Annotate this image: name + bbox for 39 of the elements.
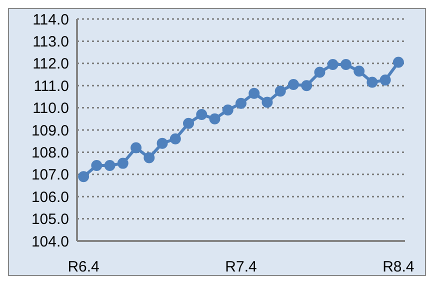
y-tick-label: 109.0	[31, 122, 69, 140]
point	[78, 171, 90, 182]
point	[209, 113, 220, 124]
point	[301, 80, 312, 92]
point	[366, 76, 378, 88]
point	[340, 59, 352, 70]
point	[262, 96, 273, 108]
point	[248, 88, 260, 99]
x-tick-label: R6.4	[68, 258, 100, 276]
y-tick-label: 105.0	[31, 211, 69, 228]
point	[354, 66, 365, 77]
y-tick-label: 113.0	[32, 34, 69, 51]
y-tick-label: 114.0	[32, 11, 69, 28]
point	[222, 104, 234, 116]
point	[327, 59, 338, 70]
x-tick-label: R7.4	[225, 258, 257, 276]
point	[156, 138, 168, 149]
point	[380, 74, 391, 86]
y-tick-label: 106.0	[31, 188, 69, 206]
point	[91, 160, 102, 172]
point	[117, 158, 128, 169]
x-tick-label: R8.4	[382, 258, 414, 276]
point	[196, 108, 208, 120]
y-tick-label: 107.0	[31, 166, 69, 184]
point	[144, 152, 155, 164]
point	[288, 78, 299, 90]
point	[236, 98, 246, 109]
point	[104, 160, 116, 172]
y-tick-label: 112.0	[32, 56, 69, 73]
point	[274, 86, 286, 97]
point	[183, 118, 194, 129]
y-tick-label: 108.0	[31, 144, 69, 162]
point	[392, 56, 404, 68]
point	[314, 66, 326, 78]
point	[170, 133, 181, 144]
y-tick-label: 111.0	[34, 78, 69, 95]
y-tick-label: 104.0	[31, 233, 69, 250]
point	[130, 142, 142, 154]
y-tick-label: 110.0	[32, 100, 69, 118]
